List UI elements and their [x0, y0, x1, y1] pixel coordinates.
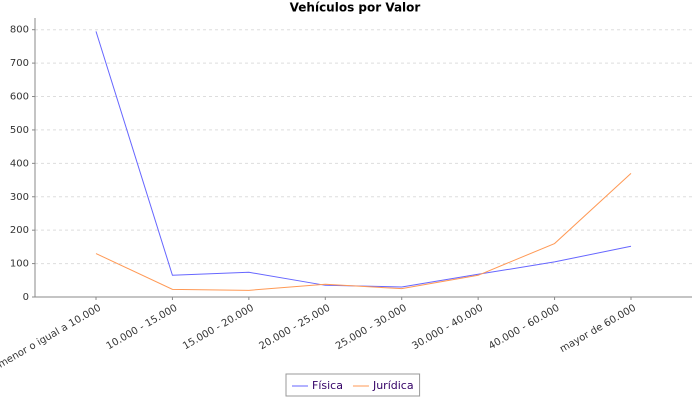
y-tick-label: 700 — [10, 58, 29, 69]
y-tick-label: 0 — [23, 292, 29, 303]
y-tick-label: 400 — [10, 158, 29, 169]
legend: Física Jurídica — [285, 373, 421, 397]
y-tick-label: 600 — [10, 92, 29, 103]
y-tick-label: 200 — [10, 225, 29, 236]
legend-label: Física — [312, 379, 343, 392]
legend-box — [285, 373, 421, 397]
y-tick-label: 800 — [10, 25, 29, 36]
y-tick-label: 300 — [10, 192, 29, 203]
y-tick-label: 100 — [10, 259, 29, 270]
legend-label: Jurídica — [372, 379, 414, 392]
y-tick-label: 500 — [10, 125, 29, 136]
line — [95, 173, 632, 291]
chart-title: Vehículos por Valor — [290, 1, 421, 15]
